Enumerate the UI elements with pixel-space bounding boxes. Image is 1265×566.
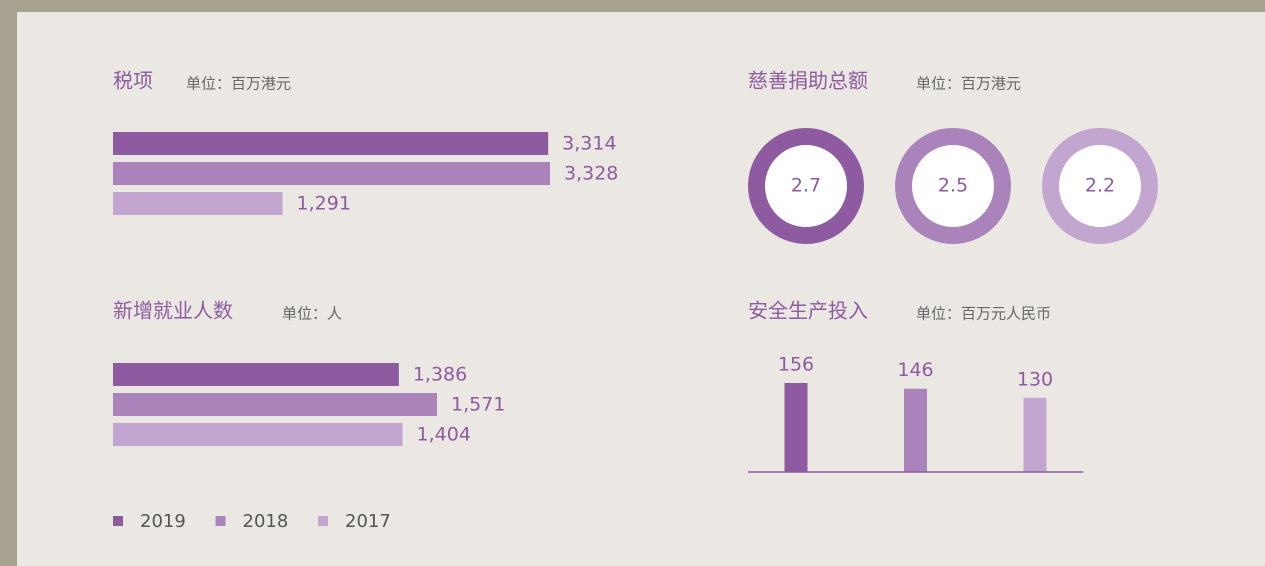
value-label: 3,328 — [564, 163, 618, 185]
value-label: 3,314 — [562, 133, 616, 155]
bar — [113, 132, 549, 155]
legend-swatch — [113, 516, 123, 526]
panel — [17, 12, 1265, 566]
value-label: 2.7 — [791, 175, 821, 197]
value-label: 130 — [1017, 368, 1053, 390]
bar — [113, 162, 550, 185]
value-label: 2.5 — [938, 175, 968, 197]
chart-subtitle: 单位：百万港元 — [186, 75, 291, 93]
donut-ring — [1042, 128, 1158, 244]
legend-label: 2019 — [140, 511, 186, 532]
value-label: 2.2 — [1085, 175, 1115, 197]
chart-title: 慈善捐助总额 — [748, 69, 868, 93]
legend-label: 2018 — [243, 511, 289, 532]
legend-swatch — [215, 516, 226, 526]
chart-title: 安全生产投入 — [748, 299, 868, 323]
chart-subtitle: 单位：人 — [282, 305, 342, 323]
value-label: 1,291 — [297, 193, 351, 215]
bar — [1023, 397, 1047, 472]
value-label: 1,571 — [451, 394, 505, 416]
chart-subtitle: 单位：百万元人民币 — [916, 305, 1051, 323]
bar — [113, 393, 437, 416]
value-label: 1,386 — [413, 364, 467, 386]
value-label: 1,404 — [417, 424, 471, 446]
value-label: 156 — [778, 354, 814, 376]
legend-label: 2017 — [345, 511, 391, 532]
donut-ring — [895, 128, 1011, 244]
legend-swatch — [318, 516, 328, 526]
bar — [113, 192, 283, 215]
bar — [113, 363, 399, 386]
donut-ring — [748, 128, 864, 244]
chart-subtitle: 单位：百万港元 — [916, 75, 1021, 93]
bar — [784, 383, 808, 472]
bar — [113, 423, 403, 446]
bar — [904, 388, 927, 472]
value-label: 146 — [897, 359, 933, 381]
chart-title: 税项 — [113, 69, 153, 93]
chart-title: 新增就业人数 — [113, 299, 233, 323]
